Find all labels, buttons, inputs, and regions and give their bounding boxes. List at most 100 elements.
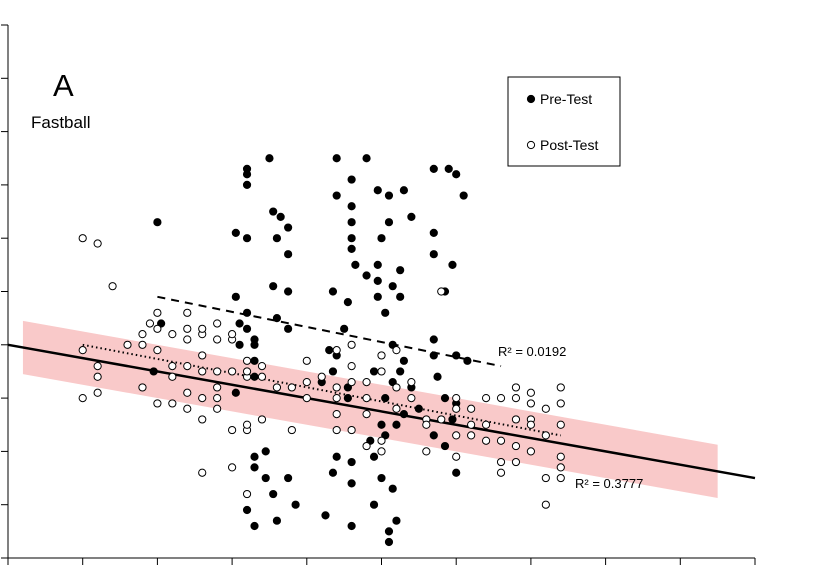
pre-test-point xyxy=(384,537,394,547)
pre-test-point xyxy=(377,234,386,243)
post-test-point xyxy=(511,441,521,451)
post-test-point xyxy=(198,351,207,360)
legend-post-marker xyxy=(526,140,536,150)
post-test-point xyxy=(452,431,461,440)
post-test-point xyxy=(422,420,431,429)
post-test-point xyxy=(511,383,521,392)
pre-test-point xyxy=(463,356,472,365)
pre-test-point xyxy=(343,298,352,307)
legend-post-label: Post-Test xyxy=(540,137,598,153)
pre-test-point xyxy=(373,292,382,301)
post-test-point xyxy=(541,500,550,509)
post-test-point xyxy=(198,394,207,403)
pre-test-point xyxy=(231,292,240,301)
pre-test-point xyxy=(429,164,438,174)
pre-test-point xyxy=(384,191,394,200)
pre-test-point xyxy=(328,287,338,296)
post-test-point xyxy=(257,372,267,381)
pre-test-point xyxy=(429,250,438,259)
pre-test-point xyxy=(328,468,338,477)
pre-test-point xyxy=(448,415,457,424)
post-test-point xyxy=(302,356,311,365)
post-test-point xyxy=(392,383,401,392)
pre-test-point xyxy=(440,394,450,403)
pre-test-point xyxy=(250,452,259,461)
pre-test-point xyxy=(153,218,162,227)
post-test-point xyxy=(556,399,565,408)
pre-test-point xyxy=(332,154,341,163)
post-test-point xyxy=(496,457,506,467)
post-test-point xyxy=(556,383,565,392)
post-test-point xyxy=(93,239,102,248)
r-squared-pre-label: R² = 0.0192 xyxy=(498,344,566,359)
post-test-point xyxy=(407,394,416,403)
pre-test-point xyxy=(369,500,379,509)
pre-test-point xyxy=(429,228,438,237)
post-test-point xyxy=(511,394,521,403)
post-test-point xyxy=(556,473,565,483)
post-test-point xyxy=(407,378,416,387)
legend-pre-marker xyxy=(526,94,536,104)
pre-test-point xyxy=(340,324,349,333)
post-test-point xyxy=(228,367,237,376)
pre-test-point xyxy=(250,340,259,349)
pre-test-point xyxy=(242,308,252,317)
pre-test-point xyxy=(242,324,252,333)
post-test-point xyxy=(302,394,311,403)
post-test-point xyxy=(108,282,117,291)
post-test-point xyxy=(392,404,401,413)
pre-test-point xyxy=(381,308,390,317)
post-test-point xyxy=(153,324,162,333)
legend-pre-label: Pre-Test xyxy=(540,91,592,107)
pre-test-point xyxy=(452,351,461,360)
post-test-point xyxy=(347,340,356,349)
post-test-point xyxy=(183,404,192,413)
pre-test-point xyxy=(448,260,457,269)
pre-test-point xyxy=(321,511,330,520)
post-test-point xyxy=(511,415,521,424)
post-test-point xyxy=(377,436,386,445)
post-test-point xyxy=(78,394,87,403)
pre-test-point xyxy=(235,319,244,328)
pre-test-point xyxy=(242,234,252,243)
pre-test-point xyxy=(444,164,453,174)
pre-test-point xyxy=(265,154,274,163)
pre-test-point xyxy=(343,394,352,403)
post-test-point xyxy=(332,346,341,355)
post-test-point xyxy=(556,420,565,429)
post-test-point xyxy=(257,362,267,371)
pre-test-points xyxy=(149,154,472,547)
pre-test-point xyxy=(396,266,405,275)
post-test-point xyxy=(168,372,177,381)
pre-test-point xyxy=(242,505,252,515)
post-test-point xyxy=(362,394,371,403)
pre-test-point xyxy=(362,271,371,280)
post-test-point xyxy=(422,447,431,456)
post-test-point xyxy=(228,463,237,472)
trendline-layer xyxy=(7,295,756,480)
pre-test-point xyxy=(433,372,442,381)
pre-test-point xyxy=(269,207,278,216)
pre-test-point xyxy=(250,356,259,365)
pre-test-point xyxy=(291,500,300,509)
post-test-point xyxy=(242,356,252,365)
post-test-point xyxy=(496,394,506,403)
post-test-point xyxy=(228,330,237,339)
pre-test-point xyxy=(231,228,240,237)
pre-test-point xyxy=(284,287,293,296)
pre-test-point xyxy=(250,521,259,531)
post-test-point xyxy=(377,447,386,456)
post-test-point xyxy=(526,420,536,429)
post-test-point xyxy=(213,394,222,403)
post-test-point xyxy=(541,404,550,413)
pre-test-point xyxy=(332,191,341,200)
post-test-point xyxy=(183,362,192,371)
post-test-point xyxy=(362,378,371,387)
pre-test-point xyxy=(347,218,356,227)
pre-test-point xyxy=(388,282,397,291)
post-test-point xyxy=(228,425,237,435)
r-squared-combined-label: R² = 0.3777 xyxy=(575,476,643,491)
post-test-trendline xyxy=(82,343,561,437)
post-test-point xyxy=(556,463,565,472)
